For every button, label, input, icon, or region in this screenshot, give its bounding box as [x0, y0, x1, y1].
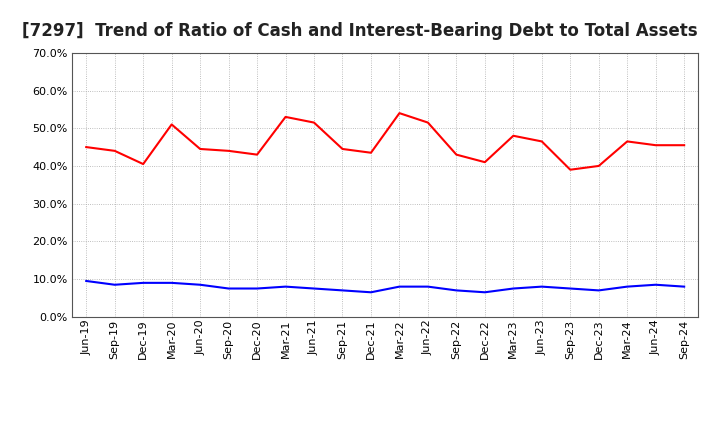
Interest-Bearing Debt	[167, 280, 176, 286]
Interest-Bearing Debt	[423, 284, 432, 289]
Cash	[139, 161, 148, 167]
Line: Interest-Bearing Debt: Interest-Bearing Debt	[86, 281, 684, 292]
Cash	[282, 114, 290, 120]
Interest-Bearing Debt	[537, 284, 546, 289]
Line: Cash: Cash	[86, 113, 684, 170]
Interest-Bearing Debt	[253, 286, 261, 291]
Interest-Bearing Debt	[139, 280, 148, 286]
Interest-Bearing Debt	[652, 282, 660, 287]
Text: [7297]  Trend of Ratio of Cash and Interest-Bearing Debt to Total Assets: [7297] Trend of Ratio of Cash and Intere…	[22, 22, 698, 40]
Cash	[652, 143, 660, 148]
Interest-Bearing Debt	[480, 290, 489, 295]
Cash	[167, 122, 176, 127]
Cash	[82, 144, 91, 150]
Cash	[253, 152, 261, 157]
Cash	[452, 152, 461, 157]
Interest-Bearing Debt	[110, 282, 119, 287]
Cash	[595, 163, 603, 169]
Cash	[623, 139, 631, 144]
Interest-Bearing Debt	[566, 286, 575, 291]
Cash	[566, 167, 575, 172]
Cash	[225, 148, 233, 154]
Interest-Bearing Debt	[452, 288, 461, 293]
Cash	[537, 139, 546, 144]
Cash	[509, 133, 518, 139]
Cash	[196, 147, 204, 152]
Cash	[423, 120, 432, 125]
Cash	[310, 120, 318, 125]
Interest-Bearing Debt	[509, 286, 518, 291]
Interest-Bearing Debt	[310, 286, 318, 291]
Interest-Bearing Debt	[623, 284, 631, 289]
Interest-Bearing Debt	[338, 288, 347, 293]
Interest-Bearing Debt	[366, 290, 375, 295]
Interest-Bearing Debt	[595, 288, 603, 293]
Cash	[480, 160, 489, 165]
Cash	[366, 150, 375, 155]
Cash	[680, 143, 688, 148]
Interest-Bearing Debt	[395, 284, 404, 289]
Cash	[395, 110, 404, 116]
Interest-Bearing Debt	[225, 286, 233, 291]
Cash	[110, 148, 119, 154]
Interest-Bearing Debt	[82, 279, 91, 284]
Interest-Bearing Debt	[680, 284, 688, 289]
Cash	[338, 147, 347, 152]
Interest-Bearing Debt	[282, 284, 290, 289]
Interest-Bearing Debt	[196, 282, 204, 287]
